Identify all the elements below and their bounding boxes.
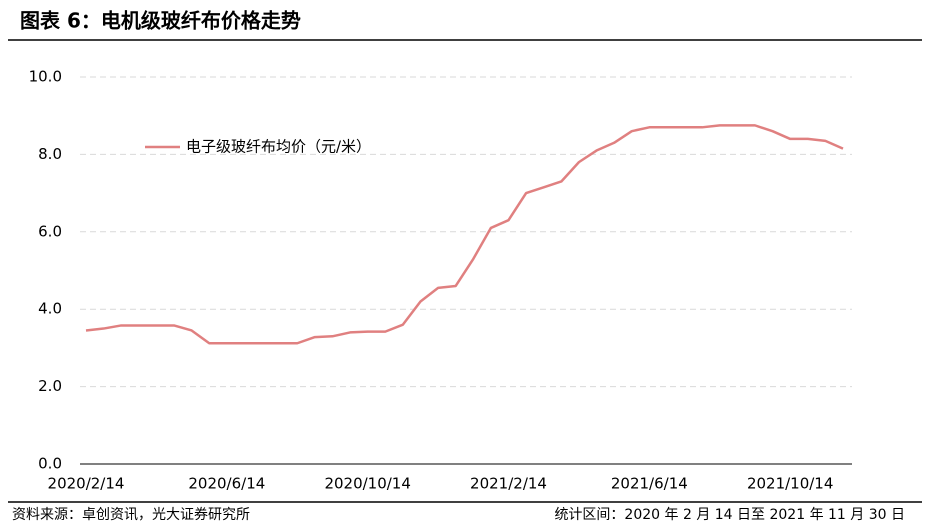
y-tick-label: 8.0 — [38, 145, 62, 163]
y-tick-label: 0.0 — [38, 455, 62, 473]
y-tick-label: 10.0 — [29, 68, 62, 86]
x-tick-label: 2021/6/14 — [611, 475, 688, 493]
x-tick-label: 2021/10/14 — [747, 475, 833, 493]
source: 资料来源：卓创资讯，光大证券研究所 — [12, 507, 250, 523]
legend-label: 电子级玻纤布均价（元/米） — [186, 138, 371, 156]
x-tick-label: 2020/6/14 — [188, 475, 265, 493]
x-tick-label: 2020/10/14 — [324, 475, 410, 493]
x-tick-label: 2020/2/14 — [48, 475, 125, 493]
y-tick-label: 2.0 — [38, 377, 62, 395]
y-tick-label: 6.0 — [38, 222, 62, 240]
line — [85, 124, 844, 345]
y-tick-label: 4.0 — [38, 300, 62, 318]
x-tick-label: 2021/2/14 — [470, 475, 547, 493]
chart-title: 图表 6：电机级玻纤布价格走势 — [20, 9, 301, 33]
note: 统计区间：2020 年 2 月 14 日至 2021 年 11 月 30 日 — [554, 507, 905, 523]
